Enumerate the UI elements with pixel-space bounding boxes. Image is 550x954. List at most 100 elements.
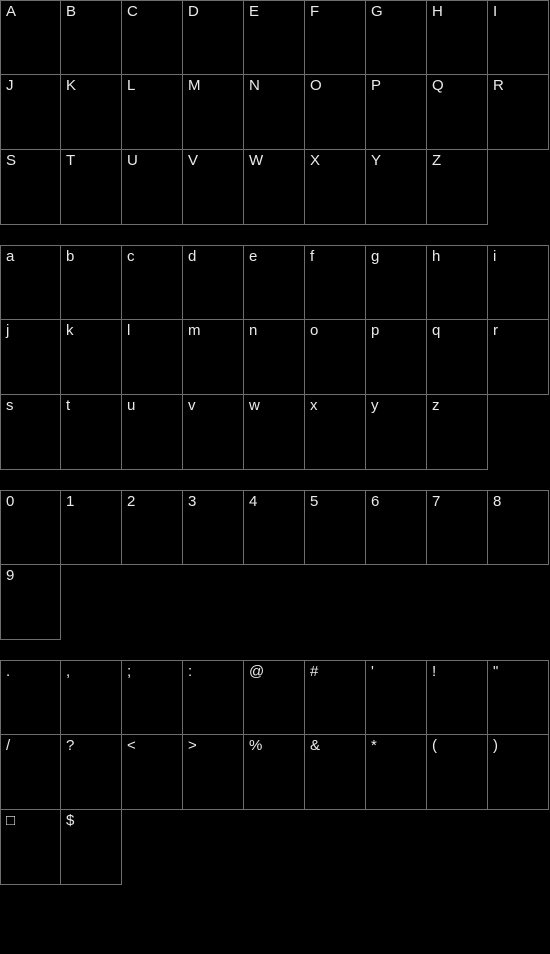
glyph-cell: s	[0, 395, 61, 470]
glyph: c	[127, 249, 135, 264]
glyph-cell: n	[244, 320, 305, 395]
glyph: H	[432, 4, 443, 19]
glyph: /	[6, 738, 10, 753]
glyph-cell: t	[61, 395, 122, 470]
glyph-cell: m	[183, 320, 244, 395]
glyph-cell: A	[0, 0, 61, 75]
glyph-cell: &	[305, 735, 366, 810]
glyph: r	[493, 323, 498, 338]
glyph-cell: a	[0, 245, 61, 320]
glyph: i	[493, 249, 496, 264]
glyph-cell: H	[427, 0, 488, 75]
glyph-cell: □	[0, 810, 61, 885]
glyph-cell: ,	[61, 660, 122, 735]
glyph: v	[188, 398, 196, 413]
glyph: h	[432, 249, 440, 264]
glyph: d	[188, 249, 196, 264]
glyph-cell: %	[244, 735, 305, 810]
glyph: @	[249, 664, 264, 679]
glyph: j	[6, 323, 9, 338]
glyph: 1	[66, 494, 74, 509]
glyph-cell: L	[122, 75, 183, 150]
glyph-cell: /	[0, 735, 61, 810]
glyph-cell: z	[427, 395, 488, 470]
glyph-cell: X	[305, 150, 366, 225]
glyph-cell: q	[427, 320, 488, 395]
glyph-cell: I	[488, 0, 549, 75]
glyph-cell: p	[366, 320, 427, 395]
glyph: t	[66, 398, 70, 413]
font-glyph-map: ABCDEFGHIJKLMNOPQRSTUVWXYZabcdefghijklmn…	[0, 0, 550, 885]
glyph-cell: (	[427, 735, 488, 810]
glyph: g	[371, 249, 379, 264]
glyph: A	[6, 4, 16, 19]
glyph: □	[6, 813, 15, 828]
glyph: p	[371, 323, 379, 338]
glyph: G	[371, 4, 383, 19]
glyph: Z	[432, 153, 441, 168]
glyph: .	[6, 664, 10, 679]
glyph: I	[493, 4, 497, 19]
glyph-cell: N	[244, 75, 305, 150]
glyph: 8	[493, 494, 501, 509]
glyph: &	[310, 738, 320, 753]
glyph-cell: i	[488, 245, 549, 320]
glyph-cell: C	[122, 0, 183, 75]
glyph-cell: $	[61, 810, 122, 885]
section-symbols: .,;:@#'!"/?<>%&*()□$	[0, 660, 549, 885]
glyph: y	[371, 398, 379, 413]
glyph: '	[371, 664, 374, 679]
glyph: )	[493, 738, 498, 753]
section-lowercase: abcdefghijklmnopqrstuvwxyz	[0, 245, 549, 470]
glyph-cell: F	[305, 0, 366, 75]
glyph: V	[188, 153, 198, 168]
glyph-cell: R	[488, 75, 549, 150]
glyph: L	[127, 78, 135, 93]
glyph: O	[310, 78, 322, 93]
glyph-cell: V	[183, 150, 244, 225]
glyph-cell: 5	[305, 490, 366, 565]
glyph-cell: :	[183, 660, 244, 735]
glyph: :	[188, 664, 192, 679]
glyph-cell: )	[488, 735, 549, 810]
glyph-cell: S	[0, 150, 61, 225]
glyph-cell: 8	[488, 490, 549, 565]
glyph-cell: v	[183, 395, 244, 470]
glyph-cell: 3	[183, 490, 244, 565]
glyph: E	[249, 4, 259, 19]
glyph: !	[432, 664, 436, 679]
glyph: 4	[249, 494, 257, 509]
glyph-cell: c	[122, 245, 183, 320]
glyph-cell: T	[61, 150, 122, 225]
glyph: f	[310, 249, 314, 264]
glyph: >	[188, 738, 197, 753]
glyph-cell: G	[366, 0, 427, 75]
glyph: 3	[188, 494, 196, 509]
glyph: ;	[127, 664, 131, 679]
glyph-cell: W	[244, 150, 305, 225]
section-digits: 0123456789	[0, 490, 549, 640]
glyph: s	[6, 398, 14, 413]
glyph: k	[66, 323, 74, 338]
glyph: 2	[127, 494, 135, 509]
glyph: $	[66, 813, 74, 828]
glyph-cell: e	[244, 245, 305, 320]
glyph-cell: Q	[427, 75, 488, 150]
glyph-cell: @	[244, 660, 305, 735]
glyph: 7	[432, 494, 440, 509]
section-uppercase: ABCDEFGHIJKLMNOPQRSTUVWXYZ	[0, 0, 549, 225]
glyph: n	[249, 323, 257, 338]
glyph-cell: b	[61, 245, 122, 320]
glyph: 5	[310, 494, 318, 509]
glyph: M	[188, 78, 201, 93]
glyph: x	[310, 398, 318, 413]
glyph: W	[249, 153, 263, 168]
glyph: 0	[6, 494, 14, 509]
glyph: <	[127, 738, 136, 753]
glyph: T	[66, 153, 75, 168]
glyph-cell: #	[305, 660, 366, 735]
glyph-cell: 4	[244, 490, 305, 565]
glyph-cell: B	[61, 0, 122, 75]
glyph-cell: 2	[122, 490, 183, 565]
glyph: "	[493, 664, 498, 679]
